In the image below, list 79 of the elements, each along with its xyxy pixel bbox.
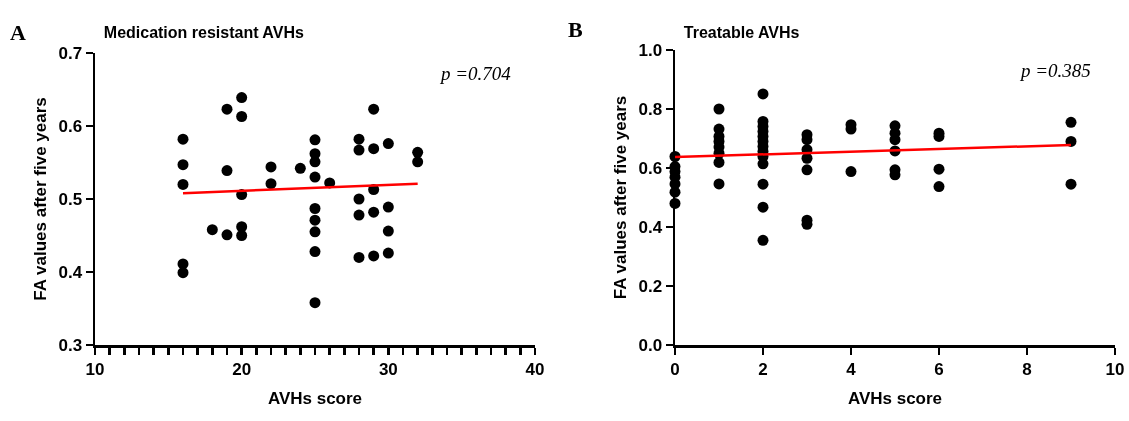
point bbox=[412, 156, 424, 168]
y-tick-label: 0.2 bbox=[638, 276, 663, 296]
point bbox=[713, 103, 725, 115]
point bbox=[309, 246, 321, 258]
point bbox=[933, 163, 945, 175]
point bbox=[933, 181, 945, 193]
point bbox=[177, 133, 189, 145]
x-axis-title: AVHs score bbox=[267, 388, 363, 408]
y-axis-title: FA values after five years bbox=[610, 95, 630, 300]
point bbox=[757, 178, 769, 190]
point bbox=[382, 225, 394, 237]
point bbox=[309, 226, 321, 238]
x-tick-label: 10 bbox=[1105, 359, 1125, 379]
y-tick-label: 0.4 bbox=[638, 217, 663, 237]
point bbox=[1065, 178, 1077, 190]
x-tick-label: 4 bbox=[846, 359, 857, 379]
point bbox=[309, 297, 321, 309]
point bbox=[265, 161, 277, 173]
annotation: p =0.704 bbox=[439, 63, 512, 84]
point bbox=[265, 178, 277, 190]
x-tick-label: 20 bbox=[232, 359, 252, 379]
x-tick-label: 40 bbox=[525, 359, 545, 379]
y-tick-label: 0.6 bbox=[638, 158, 663, 178]
y-tick-label: 0.7 bbox=[58, 43, 83, 63]
point bbox=[177, 159, 189, 171]
x-tick-label: 0 bbox=[670, 359, 680, 379]
x-tick-label: 6 bbox=[934, 359, 944, 379]
chart-title: Treatable AVHs bbox=[683, 23, 800, 41]
point bbox=[177, 178, 189, 190]
point bbox=[1065, 116, 1077, 128]
point bbox=[368, 143, 380, 155]
y-tick-label: 1.0 bbox=[638, 40, 663, 60]
point bbox=[309, 202, 321, 214]
point bbox=[236, 230, 248, 241]
point bbox=[382, 201, 394, 213]
y-tick-label: 0.0 bbox=[638, 335, 663, 355]
point bbox=[309, 171, 321, 183]
y-axis-title: FA values after five years bbox=[30, 97, 50, 301]
point bbox=[353, 209, 365, 221]
y-tick-label: 0.4 bbox=[58, 262, 83, 282]
point bbox=[353, 133, 365, 145]
point bbox=[236, 92, 248, 104]
point bbox=[236, 111, 248, 123]
y-tick-label: 0.3 bbox=[58, 335, 83, 355]
point bbox=[382, 247, 394, 259]
x-tick-label: 2 bbox=[758, 359, 768, 379]
point bbox=[309, 134, 321, 146]
point bbox=[801, 164, 813, 176]
x-tick-label: 30 bbox=[378, 359, 398, 379]
point bbox=[206, 224, 218, 236]
point bbox=[368, 250, 380, 262]
point bbox=[221, 103, 233, 115]
y-tick-label: 0.6 bbox=[58, 116, 83, 136]
point bbox=[353, 144, 365, 156]
point bbox=[412, 146, 424, 158]
y-tick-label: 0.5 bbox=[58, 189, 83, 209]
text: B bbox=[568, 17, 583, 42]
point bbox=[845, 166, 857, 178]
point bbox=[177, 267, 189, 279]
x-axis-title: AVHs score bbox=[847, 388, 943, 408]
point bbox=[757, 201, 769, 213]
text: A bbox=[10, 20, 26, 45]
y-tick-label: 0.8 bbox=[638, 99, 663, 119]
point bbox=[221, 229, 233, 241]
point bbox=[368, 206, 380, 218]
point bbox=[382, 138, 394, 150]
point bbox=[294, 162, 306, 174]
chart-title: Medication resistant AVHs bbox=[103, 23, 304, 41]
point bbox=[221, 165, 233, 177]
x-tick-label: 10 bbox=[85, 359, 105, 379]
annotation: p =0.385 bbox=[1019, 60, 1091, 81]
point bbox=[309, 214, 321, 226]
point bbox=[713, 178, 725, 190]
x-tick-label: 8 bbox=[1022, 359, 1032, 379]
point bbox=[757, 234, 769, 246]
point bbox=[757, 88, 769, 100]
point bbox=[353, 251, 365, 263]
point bbox=[353, 193, 365, 205]
point bbox=[368, 103, 380, 115]
